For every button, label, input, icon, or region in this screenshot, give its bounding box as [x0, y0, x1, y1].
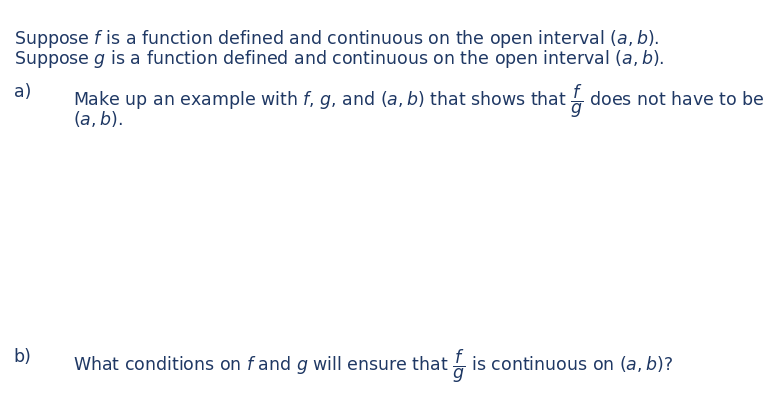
Text: Suppose $g$ is a function defined and continuous on the open interval $(a, b)$.: Suppose $g$ is a function defined and co… [14, 48, 664, 70]
Text: $(a, b)$.: $(a, b)$. [73, 109, 122, 129]
Text: a): a) [14, 83, 31, 101]
Text: Suppose $f$ is a function defined and continuous on the open interval $(a, b)$.: Suppose $f$ is a function defined and co… [14, 28, 659, 50]
Text: b): b) [14, 348, 31, 366]
Text: What conditions on $f$ and $g$ will ensure that $\dfrac{f}{g}$ is continuous on : What conditions on $f$ and $g$ will ensu… [73, 348, 673, 385]
Text: Make up an example with $f$, $g$, and $(a, b)$ that shows that $\dfrac{f}{g}$ do: Make up an example with $f$, $g$, and $(… [73, 83, 765, 120]
